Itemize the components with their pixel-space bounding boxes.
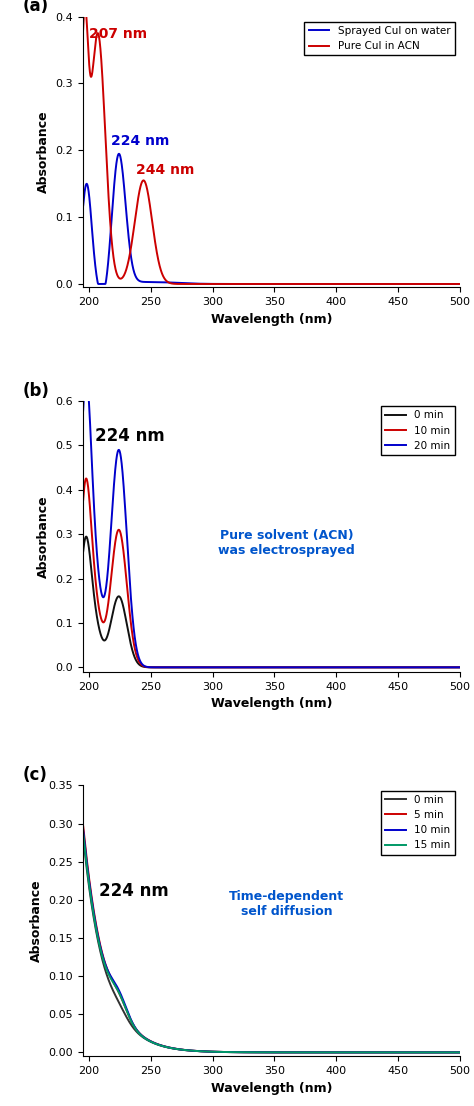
Text: 224 nm: 224 nm: [111, 134, 170, 148]
X-axis label: Wavelength (nm): Wavelength (nm): [210, 697, 332, 710]
Y-axis label: Absorbance: Absorbance: [37, 495, 50, 577]
Text: Pure solvent (ACN)
was electrosprayed: Pure solvent (ACN) was electrosprayed: [219, 529, 355, 557]
Text: 224 nm: 224 nm: [99, 883, 169, 900]
Text: 224 nm: 224 nm: [95, 427, 165, 445]
Legend: 0 min, 10 min, 20 min: 0 min, 10 min, 20 min: [381, 406, 455, 455]
Y-axis label: Absorbance: Absorbance: [30, 879, 43, 962]
Text: 244 nm: 244 nm: [136, 163, 194, 177]
Text: 207 nm: 207 nm: [89, 27, 147, 41]
Legend: Sprayed CuI on water, Pure CuI in ACN: Sprayed CuI on water, Pure CuI in ACN: [304, 22, 455, 55]
Text: (b): (b): [23, 382, 49, 399]
X-axis label: Wavelength (nm): Wavelength (nm): [210, 1082, 332, 1095]
Text: (c): (c): [23, 766, 47, 784]
Text: (a): (a): [23, 0, 49, 15]
Y-axis label: Absorbance: Absorbance: [37, 111, 50, 194]
X-axis label: Wavelength (nm): Wavelength (nm): [210, 313, 332, 325]
Legend: 0 min, 5 min, 10 min, 15 min: 0 min, 5 min, 10 min, 15 min: [381, 791, 455, 855]
Text: Time-dependent
self diffusion: Time-dependent self diffusion: [229, 889, 345, 918]
